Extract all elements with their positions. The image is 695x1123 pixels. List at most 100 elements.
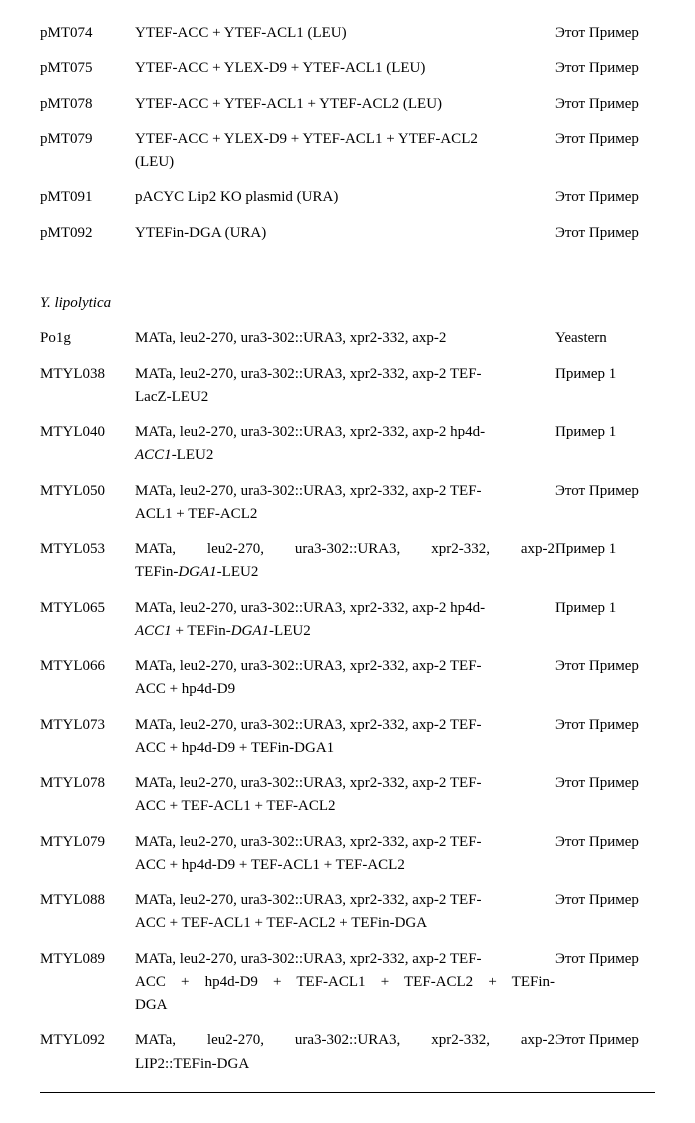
row-source: Этот Пример (555, 825, 655, 884)
table-row: pMT092YTEFin-DGA (URA)Этот Пример (40, 216, 655, 251)
row-id: MTYL065 (40, 591, 135, 650)
row-description-line: ACC + hp4d-D9 + TEF-ACL1 + TEF-ACL2 (135, 854, 555, 877)
row-description-line: (LEU) (135, 151, 555, 174)
row-id: MTYL089 (40, 942, 135, 1024)
row-description-line: ACC + hp4d-D9 + TEFin-DGA1 (135, 737, 555, 760)
section-spacer: Y. lipolytica (40, 251, 655, 322)
table-row: MTYL066MATa, leu2-270, ura3-302::URA3, x… (40, 649, 655, 708)
table-row: MTYL073MATa, leu2-270, ura3-302::URA3, x… (40, 708, 655, 767)
row-id: MTYL079 (40, 825, 135, 884)
row-description-line: MATa, leu2-270, ura3-302::URA3, xpr2-332… (135, 714, 555, 737)
row-description-line: LIP2::TEFin-DGA (135, 1053, 555, 1076)
row-description: YTEF-ACC + YTEF-ACL1 + YTEF-ACL2 (LEU) (135, 87, 555, 122)
table-row: MTYL065MATa, leu2-270, ura3-302::URA3, x… (40, 591, 655, 650)
row-source: Пример 1 (555, 591, 655, 650)
row-description-line: ACC1 + TEFin-DGA1-LEU2 (135, 620, 555, 643)
row-description: MATa, leu2-270, ura3-302::URA3, xpr2-332… (135, 321, 555, 356)
row-description-line: MATa, leu2-270, ura3-302::URA3, xpr2-332… (135, 655, 555, 678)
row-source: Этот Пример (555, 766, 655, 825)
row-description: pACYC Lip2 KO plasmid (URA) (135, 180, 555, 215)
table-row: MTYL040MATa, leu2-270, ura3-302::URA3, x… (40, 415, 655, 474)
row-description-line: TEFin-DGA1-LEU2 (135, 561, 555, 584)
table-row: MTYL079MATa, leu2-270, ura3-302::URA3, x… (40, 825, 655, 884)
row-description-line: MATa, leu2-270, ura3-302::URA3, xpr2-332… (135, 831, 555, 854)
row-source: Этот Пример (555, 180, 655, 215)
row-description: MATa, leu2-270, ura3-302::URA3, xpr2-332… (135, 708, 555, 767)
table-row: pMT075YTEF-ACC + YLEX-D9 + YTEF-ACL1 (LE… (40, 51, 655, 86)
row-source: Этот Пример (555, 216, 655, 251)
table-row: MTYL050MATa, leu2-270, ura3-302::URA3, x… (40, 474, 655, 533)
table-row: Po1gMATa, leu2-270, ura3-302::URA3, xpr2… (40, 321, 655, 356)
row-description-line: MATa, leu2-270, ura3-302::URA3, xpr2-332… (135, 363, 555, 386)
row-id: MTYL050 (40, 474, 135, 533)
row-description: YTEF-ACC + YLEX-D9 + YTEF-ACL1 (LEU) (135, 51, 555, 86)
row-description: MATa, leu2-270, ura3-302::URA3, xpr2-332… (135, 474, 555, 533)
table-row: MTYL078MATa, leu2-270, ura3-302::URA3, x… (40, 766, 655, 825)
row-description-line: YTEF-ACC + YLEX-D9 + YTEF-ACL1 + YTEF-AC… (135, 128, 555, 151)
row-description: MATa, leu2-270, ura3-302::URA3, xpr2-332… (135, 883, 555, 942)
row-source: Этот Пример (555, 942, 655, 1024)
row-source: Пример 1 (555, 357, 655, 416)
row-id: MTYL078 (40, 766, 135, 825)
row-description: MATa, leu2-270, ura3-302::URA3, xpr2-332… (135, 415, 555, 474)
row-id: MTYL038 (40, 357, 135, 416)
row-description: YTEF-ACC + YTEF-ACL1 (LEU) (135, 16, 555, 51)
row-description: MATa, leu2-270, ura3-302::URA3, xpr2-332… (135, 825, 555, 884)
row-description-line: LacZ-LEU2 (135, 386, 555, 409)
row-source: Этот Пример (555, 649, 655, 708)
row-description-line: MATa, leu2-270, ura3-302::URA3, xpr2-332… (135, 948, 555, 971)
table-bottom-rule (40, 1092, 655, 1093)
row-description: MATa, leu2-270, ura3-302::URA3, xpr2-332… (135, 942, 555, 1024)
row-description-line: MATa, leu2-270, ura3-302::URA3, xpr2-332… (135, 538, 555, 561)
table-row: pMT079YTEF-ACC + YLEX-D9 + YTEF-ACL1 + Y… (40, 122, 655, 181)
table-row: MTYL053MATa, leu2-270, ura3-302::URA3, x… (40, 532, 655, 591)
strain-section: Po1gMATa, leu2-270, ura3-302::URA3, xpr2… (40, 321, 655, 1082)
row-id: pMT092 (40, 216, 135, 251)
row-id: pMT074 (40, 16, 135, 51)
row-source: Пример 1 (555, 532, 655, 591)
plasmid-section: pMT074YTEF-ACC + YTEF-ACL1 (LEU)Этот При… (40, 16, 655, 251)
row-source: Этот Пример (555, 883, 655, 942)
row-description-line: MATa, leu2-270, ura3-302::URA3, xpr2-332… (135, 1029, 555, 1052)
row-source: Этот Пример (555, 474, 655, 533)
row-description: YTEF-ACC + YLEX-D9 + YTEF-ACL1 + YTEF-AC… (135, 122, 555, 181)
row-source: Этот Пример (555, 87, 655, 122)
row-description: MATa, leu2-270, ura3-302::URA3, xpr2-332… (135, 649, 555, 708)
row-description: MATa, leu2-270, ura3-302::URA3, xpr2-332… (135, 1023, 555, 1082)
row-source: Этот Пример (555, 122, 655, 181)
row-description-line: ACC + hp4d-D9 + TEF-ACL1 + TEF-ACL2 + TE… (135, 971, 555, 994)
row-id: MTYL092 (40, 1023, 135, 1082)
row-id: pMT078 (40, 87, 135, 122)
table-row: MTYL088MATa, leu2-270, ura3-302::URA3, x… (40, 883, 655, 942)
row-id: MTYL040 (40, 415, 135, 474)
row-description: MATa, leu2-270, ura3-302::URA3, xpr2-332… (135, 591, 555, 650)
row-description-line: MATa, leu2-270, ura3-302::URA3, xpr2-332… (135, 772, 555, 795)
row-description: MATa, leu2-270, ura3-302::URA3, xpr2-332… (135, 766, 555, 825)
row-description-line: ACC + hp4d-D9 (135, 678, 555, 701)
row-id: pMT075 (40, 51, 135, 86)
row-description-line: ACL1 + TEF-ACL2 (135, 503, 555, 526)
row-description-line: ACC1-LEU2 (135, 444, 555, 467)
table-row: pMT091pACYC Lip2 KO plasmid (URA)Этот Пр… (40, 180, 655, 215)
row-source: Этот Пример (555, 51, 655, 86)
row-description-line: ACC + TEF-ACL1 + TEF-ACL2 (135, 795, 555, 818)
row-description-line: MATa, leu2-270, ura3-302::URA3, xpr2-332… (135, 597, 555, 620)
table-row: pMT078YTEF-ACC + YTEF-ACL1 + YTEF-ACL2 (… (40, 87, 655, 122)
table-row: MTYL038MATa, leu2-270, ura3-302::URA3, x… (40, 357, 655, 416)
row-description-line: MATa, leu2-270, ura3-302::URA3, xpr2-332… (135, 480, 555, 503)
row-id: MTYL053 (40, 532, 135, 591)
row-id: MTYL088 (40, 883, 135, 942)
row-id: Po1g (40, 321, 135, 356)
row-source: Пример 1 (555, 415, 655, 474)
table-row: MTYL089MATa, leu2-270, ura3-302::URA3, x… (40, 942, 655, 1024)
row-description-line: MATa, leu2-270, ura3-302::URA3, xpr2-332… (135, 421, 555, 444)
row-description-line: ACC + TEF-ACL1 + TEF-ACL2 + TEFin-DGA (135, 912, 555, 935)
row-id: pMT091 (40, 180, 135, 215)
section-heading-row: Y. lipolytica (40, 286, 655, 321)
row-description: MATa, leu2-270, ura3-302::URA3, xpr2-332… (135, 357, 555, 416)
table-row: pMT074YTEF-ACC + YTEF-ACL1 (LEU)Этот При… (40, 16, 655, 51)
row-description-line: DGA (135, 994, 555, 1017)
row-description: YTEFin-DGA (URA) (135, 216, 555, 251)
row-source: Этот Пример (555, 16, 655, 51)
row-description: MATa, leu2-270, ura3-302::URA3, xpr2-332… (135, 532, 555, 591)
